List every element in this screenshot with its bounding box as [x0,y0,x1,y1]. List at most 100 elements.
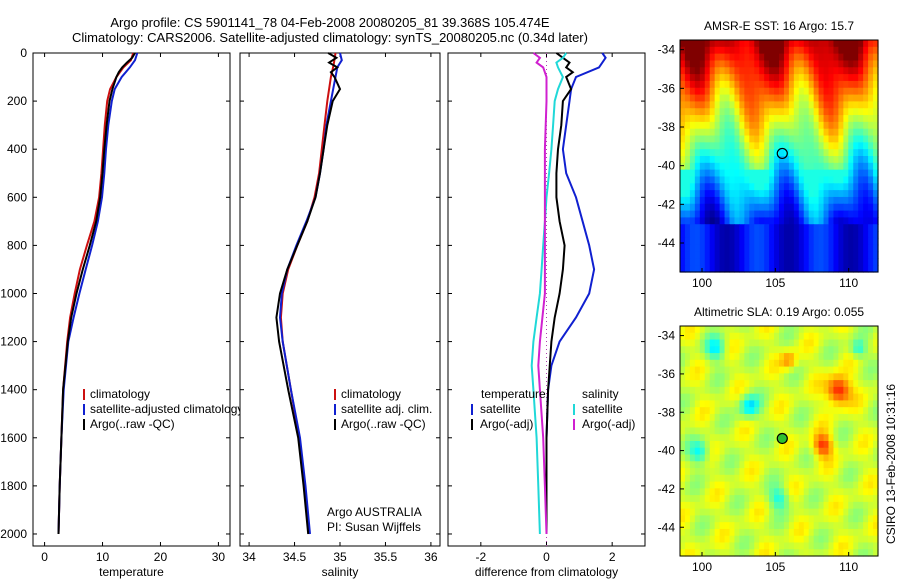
map-cell [739,196,745,205]
map-cell [684,427,691,435]
y-tick-label: -36 [658,81,676,95]
map-cell [848,135,854,143]
map-cell [709,80,716,89]
map-cell [709,53,716,62]
map-cell [853,251,859,259]
map-cell [823,183,830,191]
map-cell [838,203,844,212]
map-cell [754,67,760,75]
map-cell [779,101,785,109]
map-cell [808,380,815,388]
map-cell [779,339,785,347]
map-cell [808,231,815,239]
map-cell [818,74,825,82]
map-cell [769,217,775,225]
map-cell [823,258,830,266]
map-cell [719,380,726,388]
map-cell [709,135,716,143]
map-cell [863,183,869,191]
map-cell [858,162,864,171]
map-cell [779,366,785,374]
map-cell [848,176,854,184]
map-cell [783,474,790,483]
map-cell [788,244,795,253]
map-cell [759,142,765,150]
map-cell [699,135,706,143]
map-cell [813,474,820,483]
map-cell [873,67,879,75]
map-cell [729,495,736,503]
map-cell [689,441,696,449]
map-cell [749,162,755,171]
map-cell [803,447,810,456]
map-cell [759,528,765,537]
map-cell [709,217,716,225]
map-cell [774,231,780,239]
map-cell [764,366,770,374]
map-cell [689,210,696,219]
map-cell [873,427,879,435]
map-cell [729,508,736,517]
y-tick-label: -40 [658,159,676,173]
map-cell [709,265,716,273]
map-cell [769,142,775,150]
map-cell [783,515,790,523]
map-cell [680,339,686,347]
map-cell [803,156,810,164]
map-cell [783,121,790,130]
map-cell [843,190,849,198]
map-cell [680,508,686,517]
map-cell [769,508,775,517]
map-cell [868,549,874,557]
map-cell [739,447,745,456]
map-cell [699,434,706,442]
map-cell [680,142,686,150]
map-cell [769,169,775,178]
map-cell [783,549,790,557]
map-cell [828,495,835,503]
map-cell [853,339,859,347]
map-cell [739,407,745,415]
map-cell [833,542,839,550]
map-cell [704,169,711,178]
map-cell [843,128,849,137]
map-cell [680,149,686,157]
map-cell [714,128,721,137]
map-cell [793,190,800,198]
map-cell [774,528,780,537]
map-cell [729,441,736,449]
map-cell [858,183,864,191]
map-cell [699,74,706,82]
map-cell [798,231,805,239]
map-cell [749,176,755,184]
map-cell [689,413,696,422]
map-cell [719,176,726,184]
map-cell [833,210,839,219]
map-cell [724,528,731,537]
map-cell [873,535,879,544]
map-cell [848,413,854,422]
map-cell [724,495,731,503]
map-cell [779,210,785,219]
map-cell [749,94,755,103]
map-cell [744,67,750,75]
map-cell [833,53,839,62]
map-cell [759,237,765,246]
map-cell [759,101,765,109]
map-cell [818,217,825,225]
map-cell [783,501,790,510]
map-cell [754,353,760,361]
map-cell [749,400,755,408]
map-cell [858,101,864,109]
map-cell [684,326,691,334]
map-cell [729,251,736,259]
map-cell [754,265,760,273]
map-cell [828,332,835,341]
map-cell [734,46,740,55]
map-cell [680,203,686,212]
map-cell [714,121,721,130]
map-cell [853,427,859,435]
map-cell [833,488,839,496]
map-cell [769,224,775,232]
map-cell [873,135,879,143]
